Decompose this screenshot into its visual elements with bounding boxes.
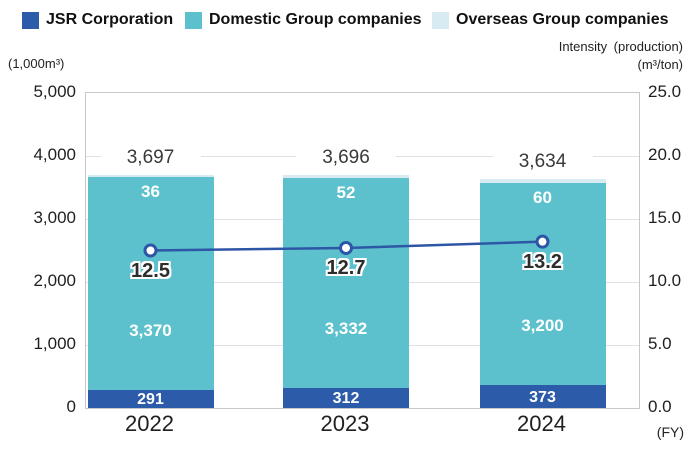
right-axis-tick: 20.0: [648, 145, 682, 164]
bar-segment-overseas-2022: [87, 175, 214, 178]
x-axis-label-2024: 2024: [517, 411, 566, 436]
bar-segment-jsr-2024: [479, 384, 606, 408]
line-marker: [535, 234, 550, 249]
bar-segment-domestic-2024: [479, 182, 606, 385]
legend-swatch-overseas-group: [432, 11, 449, 29]
legend-label-domestic-group: Domestic Group companies: [209, 11, 422, 28]
legend-item-domestic-group: Domestic Group companies: [185, 10, 422, 30]
domestic-value-label-2022: 3,370: [129, 320, 172, 340]
intensity-value-label-2024: 13.2: [523, 250, 562, 273]
bar-segment-domestic-2023: [283, 178, 409, 389]
right-axis-unit: (m³/ton): [637, 57, 684, 72]
intensity-value-label-2022: 12.5: [131, 259, 170, 282]
bar-segment-overseas-2023: [283, 175, 409, 179]
bar-segment-overseas-2024: [479, 179, 606, 183]
left-axis-tick: 2,000: [33, 271, 76, 290]
legend-swatch-jsr-corporation: [22, 11, 39, 29]
left-axis-tick: 0: [66, 397, 76, 416]
right-axis-tick: 25.0: [648, 82, 682, 101]
jsr-value-label-2023: 312: [332, 390, 360, 408]
intensity-trend-line-layer: [143, 234, 550, 258]
domestic-value-label-2023: 3,332: [324, 319, 368, 339]
right-axis-title: Intensity (production): [558, 39, 683, 54]
domestic-value-label-2024: 3,200: [521, 315, 564, 335]
right-axis-tick: 5.0: [648, 334, 672, 353]
overseas-value-label-2024: 60: [533, 187, 552, 207]
bar-segment-domestic-2022: [87, 177, 214, 390]
right-axis-tick: 15.0: [648, 208, 682, 227]
jsr-value-label-2024: 373: [529, 388, 556, 406]
intensity-value-label-2023: 12.7: [326, 256, 366, 279]
bar-segment-jsr-2022: [87, 389, 214, 408]
legend-label-jsr-corporation: JSR Corporation: [46, 11, 174, 28]
x-axis-label-2022: 2022: [125, 411, 174, 436]
left-axis-tick: 3,000: [33, 208, 76, 227]
total-value-label-2022: 3,697: [100, 147, 201, 170]
line-marker: [143, 243, 158, 258]
left-axis-tick: 5,000: [33, 82, 76, 101]
total-value-label-2024: 3,634: [492, 151, 593, 174]
right-axis-tick: 10.0: [648, 271, 682, 290]
line-marker: [339, 240, 353, 255]
legend-swatch-domestic-group: [185, 11, 202, 29]
fy-label: (FY): [656, 424, 684, 440]
overseas-value-label-2023: 52: [336, 183, 356, 203]
x-axis-label-2023: 2023: [320, 411, 370, 436]
legend-item-jsr-corporation: JSR Corporation: [22, 10, 173, 30]
left-axis-tick: 1,000: [33, 334, 76, 353]
total-value-label-2023: 3,696: [296, 147, 396, 170]
overseas-value-label-2022: 36: [141, 182, 160, 202]
bar-segment-jsr-2023: [283, 388, 409, 408]
jsr-value-label-2022: 291: [137, 391, 164, 408]
legend-label-overseas-group: Overseas Group companies: [456, 11, 669, 28]
left-axis-tick: 4,000: [33, 145, 76, 164]
left-axis-unit: (1,000m³): [8, 56, 65, 71]
right-axis-tick: 0.0: [648, 397, 672, 416]
plot-area: 3,697 36 3,370 291 12.5 3,696 52 3,332 312 12.7 3,…: [85, 92, 640, 409]
legend-item-overseas-group: Overseas Group companies: [432, 10, 669, 30]
